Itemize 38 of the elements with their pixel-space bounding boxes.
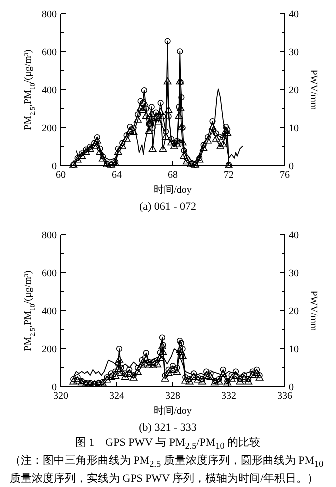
x-tick-label: 328: [166, 391, 180, 402]
x-tick-label: 76: [280, 170, 290, 181]
x-tick-label: 336: [278, 391, 292, 402]
y2-tick-label: 40: [289, 10, 299, 20]
x-axis-title: 时间/doy: [154, 405, 192, 417]
y-tick-label: 200: [42, 124, 57, 134]
x-tick-label: 68: [168, 170, 178, 181]
y2-tick-label: 40: [289, 230, 299, 242]
y2-tick-label: 30: [289, 268, 299, 280]
y-tick-label: 800: [42, 230, 57, 242]
y-tick-label: 800: [42, 10, 57, 20]
y2-axis-title: PWV/mm: [308, 70, 319, 110]
x-tick-label: 60: [56, 170, 66, 181]
y2-tick-label: 10: [289, 124, 299, 134]
y2-tick-label: 10: [289, 344, 299, 356]
y2-tick-label: 20: [289, 306, 299, 318]
y-tick-label: 600: [42, 48, 57, 58]
y-tick-label: 0: [52, 382, 57, 394]
y2-axis-title: PWV/mm: [308, 290, 319, 332]
text: (b) 321 - 333: [138, 421, 198, 436]
x-tick-label: 72: [224, 170, 234, 181]
x-axis-title: 时间/doy: [154, 184, 192, 196]
text: （注：图中三角形曲线为 PM$_{2.5}$ 质量浓度序列，圆形曲线为 PM$_{10}$ 质量浓度序列，实线为 GPS PWV 序列，横轴为时间/年积日。）: [9, 454, 325, 487]
caption: 图 1 GPS PWV 与 PM$_{2.5}$/PM$_{10}$ 的比较: [74, 436, 262, 454]
x-tick-label: 64: [112, 170, 122, 181]
y2-tick-label: 20: [289, 86, 299, 96]
y-tick-label: 400: [42, 86, 57, 96]
y-tick-label: 0: [52, 162, 57, 172]
y-tick-label: 400: [42, 306, 57, 318]
y2-tick-label: 0: [289, 382, 294, 394]
x-tick-label: 332: [222, 391, 236, 402]
y-tick-label: 200: [42, 344, 57, 356]
y2-tick-label: 30: [289, 48, 299, 58]
y2-tick-label: 0: [289, 162, 294, 172]
x-tick-label: 320: [54, 391, 68, 402]
x-tick-label: 324: [110, 391, 124, 402]
y-tick-label: 600: [42, 268, 57, 280]
text: (a) 061 - 072: [138, 200, 198, 215]
